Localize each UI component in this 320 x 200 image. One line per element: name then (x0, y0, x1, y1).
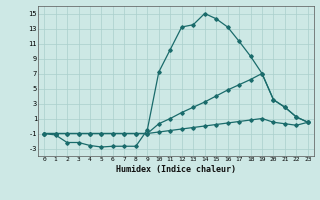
X-axis label: Humidex (Indice chaleur): Humidex (Indice chaleur) (116, 165, 236, 174)
